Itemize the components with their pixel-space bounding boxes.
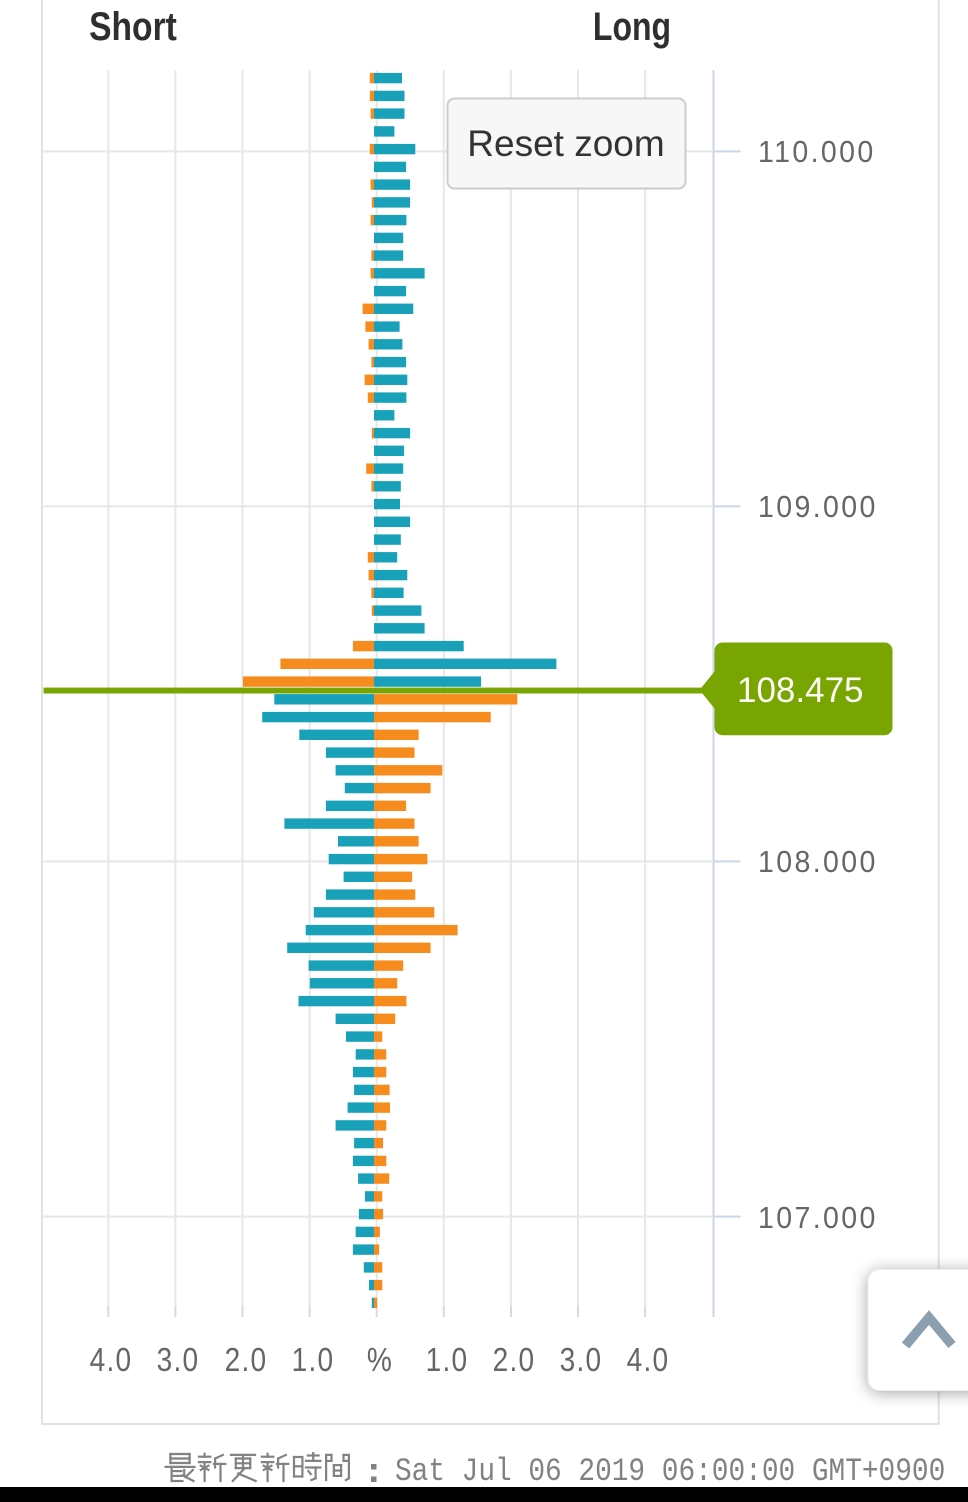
- svg-text:Long: Long: [593, 4, 671, 49]
- svg-text:2.0: 2.0: [493, 1342, 536, 1379]
- svg-text:110.000: 110.000: [758, 135, 876, 169]
- svg-text:4.0: 4.0: [627, 1342, 670, 1379]
- svg-text:Reset zoom: Reset zoom: [467, 123, 664, 164]
- svg-text:1.0: 1.0: [426, 1342, 469, 1379]
- svg-text:107.000: 107.000: [758, 1201, 878, 1235]
- svg-text:109.000: 109.000: [758, 490, 878, 524]
- svg-text:108.475: 108.475: [737, 671, 864, 710]
- svg-text:3.0: 3.0: [560, 1342, 603, 1379]
- svg-text:1.0: 1.0: [292, 1342, 335, 1379]
- svg-text:2.0: 2.0: [225, 1342, 268, 1379]
- svg-text:4.0: 4.0: [90, 1342, 133, 1379]
- svg-text:%: %: [367, 1342, 393, 1379]
- svg-text:Sat Jul 06 2019 06:00:00 GMT+0: Sat Jul 06 2019 06:00:00 GMT+0900: [395, 1454, 945, 1491]
- svg-text:Short: Short: [89, 4, 177, 48]
- svg-text:3.0: 3.0: [157, 1342, 200, 1379]
- svg-text:108.000: 108.000: [758, 845, 878, 879]
